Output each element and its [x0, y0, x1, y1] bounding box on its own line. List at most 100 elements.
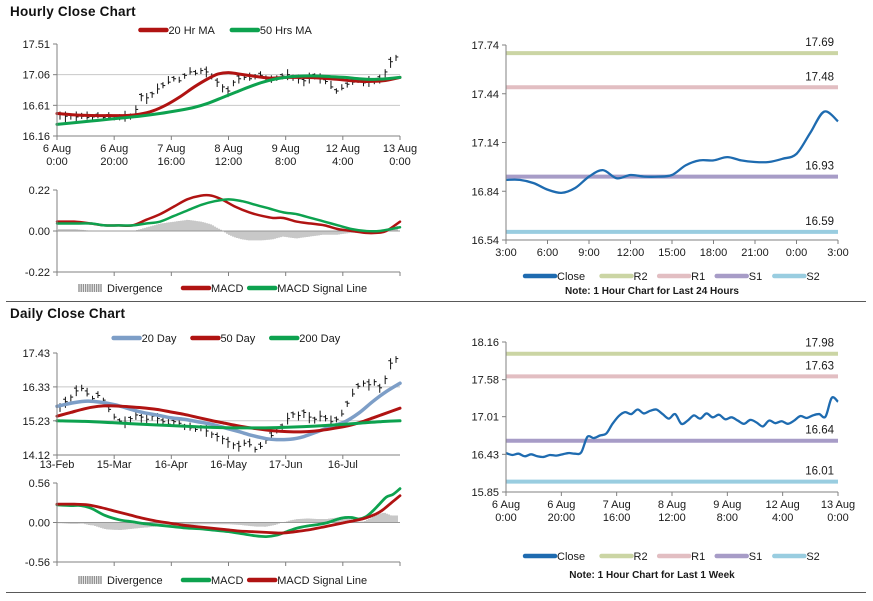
chart-note: Note: 1 Hour Chart for Last 24 Hours — [565, 286, 739, 297]
svg-text:0.56: 0.56 — [29, 478, 50, 490]
daily-pivot-svg: 17.98 17.63 16.64 16.01 18.16 17.58 17.01 16.43… — [471, 337, 855, 581]
series-20-hr-ma — [55, 71, 402, 118]
daily-macd-chart: 0.56 0.00 -0.56 Divergence MACD MACD Signal L… — [0, 474, 420, 594]
svg-text:17.58: 17.58 — [471, 375, 499, 387]
legend-label-s1: S1 — [749, 551, 762, 563]
svg-text:13 Aug: 13 Aug — [383, 143, 417, 155]
svg-text:16:00: 16:00 — [603, 512, 631, 524]
svg-text:18:00: 18:00 — [700, 247, 728, 259]
hourly-macd-svg: 0.22 0.00 -0.22 Divergence MACD MACD Signal L… — [25, 185, 402, 295]
series-close — [505, 110, 839, 195]
legend-label-50-hrs-ma: 50 Hrs MA — [260, 25, 313, 37]
svg-text:8:00: 8:00 — [717, 512, 738, 524]
legend-label-r2: R2 — [634, 271, 648, 283]
legend-label-s1: S1 — [749, 271, 762, 283]
chart-note: Note: 1 Hour Chart for Last 1 Week — [569, 570, 735, 581]
svg-text:12:00: 12:00 — [215, 156, 243, 168]
svg-text:16.84: 16.84 — [471, 186, 499, 198]
svg-text:0:00: 0:00 — [827, 512, 848, 524]
svg-text:6 Aug: 6 Aug — [492, 499, 520, 511]
svg-text:0.00: 0.00 — [29, 226, 50, 238]
svg-text:0:00: 0:00 — [389, 156, 410, 168]
legend-label-macd-signal-line: MACD Signal Line — [277, 575, 367, 587]
svg-text:16.61: 16.61 — [22, 100, 50, 112]
daily-section-title: Daily Close Chart — [10, 306, 126, 321]
svg-text:17.01: 17.01 — [471, 412, 499, 424]
legend-label-macd-signal-line: MACD Signal Line — [277, 283, 367, 295]
svg-text:17-Jun: 17-Jun — [269, 459, 303, 471]
svg-text:13 Aug: 13 Aug — [821, 499, 855, 511]
svg-text:17.14: 17.14 — [471, 138, 499, 150]
svg-text:16-Jul: 16-Jul — [328, 459, 358, 471]
svg-text:12 Aug: 12 Aug — [326, 143, 360, 155]
hourly-macd-chart: 0.22 0.00 -0.22 Divergence MACD MACD Signal L… — [0, 178, 420, 300]
svg-text:0.22: 0.22 — [29, 185, 50, 197]
level-label-s1: 16.64 — [805, 425, 834, 437]
legend-label-50-day: 50 Day — [220, 333, 255, 345]
svg-text:0.00: 0.00 — [29, 518, 50, 530]
level-label-r2: 17.69 — [805, 37, 834, 49]
hourly-price-chart: 17.51 17.06 16.61 16.16 6 Aug 0:00 6 Aug 20:00 7… — [0, 22, 420, 178]
svg-text:9 Aug: 9 Aug — [713, 499, 741, 511]
svg-text:12:00: 12:00 — [658, 512, 686, 524]
svg-text:14.12: 14.12 — [22, 450, 50, 462]
svg-text:17.43: 17.43 — [22, 348, 50, 360]
legend-label-r1: R1 — [691, 551, 705, 563]
series-close — [505, 396, 839, 459]
legend-label-divergence: Divergence — [107, 283, 163, 295]
legend-label-divergence: Divergence — [107, 575, 163, 587]
legend-label-20-day: 20 Day — [142, 333, 177, 345]
svg-text:8 Aug: 8 Aug — [214, 143, 242, 155]
svg-text:9:00: 9:00 — [578, 247, 599, 259]
svg-text:6 Aug: 6 Aug — [100, 143, 128, 155]
svg-text:6 Aug: 6 Aug — [547, 499, 575, 511]
svg-text:17.06: 17.06 — [22, 70, 50, 82]
daily-pivot-chart: 17.98 17.63 16.64 16.01 18.16 17.58 17.01 16.43… — [437, 330, 873, 594]
svg-text:3:00: 3:00 — [495, 247, 516, 259]
svg-text:17.51: 17.51 — [22, 39, 50, 51]
hourly-pivot-svg: 17.69 17.48 16.93 16.59 17.74 17.44 17.14 16.84… — [471, 37, 848, 297]
daily-price-chart: 17.43 16.33 15.23 14.12 13-Feb 15-Mar 16-Apr 16… — [0, 330, 420, 474]
legend-label-s2: S2 — [806, 551, 819, 563]
svg-text:20:00: 20:00 — [100, 156, 128, 168]
svg-text:4:00: 4:00 — [332, 156, 353, 168]
svg-text:16.54: 16.54 — [471, 235, 499, 247]
legend-label-200-day: 200 Day — [299, 333, 340, 345]
svg-text:16:00: 16:00 — [158, 156, 186, 168]
bottom-divider — [6, 592, 866, 593]
legend-label-macd: MACD — [211, 575, 243, 587]
svg-text:9 Aug: 9 Aug — [272, 143, 300, 155]
svg-text:21:00: 21:00 — [741, 247, 769, 259]
svg-text:0:00: 0:00 — [495, 512, 516, 524]
svg-text:7 Aug: 7 Aug — [603, 499, 631, 511]
svg-text:16.33: 16.33 — [22, 382, 50, 394]
hourly-pivot-chart: 17.69 17.48 16.93 16.59 17.74 17.44 17.14 16.84… — [437, 30, 873, 302]
legend-label-close: Close — [557, 551, 585, 563]
svg-text:16-Apr: 16-Apr — [155, 459, 188, 471]
svg-text:12 Aug: 12 Aug — [766, 499, 800, 511]
series-50-hrs-ma — [55, 74, 402, 126]
svg-text:17.74: 17.74 — [471, 40, 499, 52]
svg-text:16-May: 16-May — [210, 459, 247, 471]
level-label-s1: 16.93 — [805, 161, 834, 173]
legend-label-s2: S2 — [806, 271, 819, 283]
hourly-section-title: Hourly Close Chart — [10, 4, 136, 19]
legend-label-20-hr-ma: 20 Hr MA — [168, 25, 215, 37]
svg-text:20:00: 20:00 — [548, 512, 576, 524]
daily-macd-svg: 0.56 0.00 -0.56 Divergence MACD MACD Signal L… — [25, 478, 402, 587]
svg-text:8 Aug: 8 Aug — [658, 499, 686, 511]
legend-label-r2: R2 — [634, 551, 648, 563]
legend-label-close: Close — [557, 271, 585, 283]
svg-text:0:00: 0:00 — [46, 156, 67, 168]
svg-text:13-Feb: 13-Feb — [40, 459, 75, 471]
svg-text:15:00: 15:00 — [658, 247, 686, 259]
svg-text:15-Mar: 15-Mar — [97, 459, 132, 471]
svg-text:16.43: 16.43 — [471, 449, 499, 461]
level-label-s2: 16.01 — [805, 466, 834, 478]
level-label-r1: 17.48 — [805, 71, 834, 83]
svg-text:8:00: 8:00 — [275, 156, 296, 168]
svg-text:4:00: 4:00 — [772, 512, 793, 524]
series-200-day — [55, 419, 402, 430]
